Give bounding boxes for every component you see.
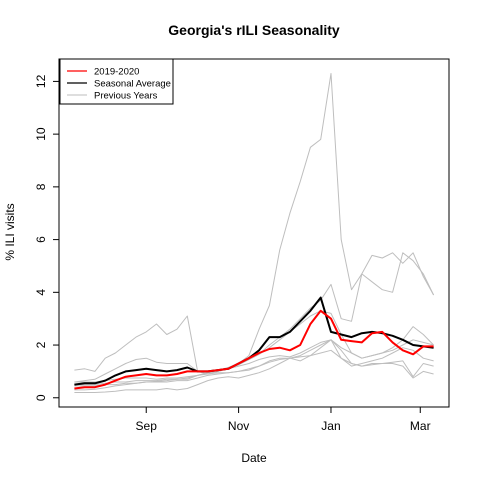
series-line-6 — [74, 339, 434, 393]
x-axis-label: Date — [241, 451, 267, 465]
legend-label-1: Seasonal Average — [94, 79, 171, 90]
x-tick-label-0: Sep — [136, 419, 158, 433]
series-line-3 — [74, 339, 434, 383]
plot-area — [74, 73, 435, 393]
legend-label-0: 2019-2020 — [94, 67, 139, 78]
x-tick-label-3: Mar — [410, 419, 431, 433]
y-axis: 0 2 4 6 8 10 12 — [34, 74, 59, 401]
x-axis: Sep Nov Jan Mar — [136, 407, 431, 433]
y-tick-label-1: 2 — [34, 341, 48, 348]
plot-frame — [58, 58, 450, 408]
x-tick-label-1: Nov — [228, 419, 249, 433]
y-tick-label-2: 4 — [34, 289, 48, 296]
legend-box — [59, 58, 174, 105]
x-tick-label-2: Jan — [321, 419, 340, 433]
y-tick-label-3: 6 — [34, 236, 48, 243]
y-axis-label: % ILI visits — [3, 203, 17, 260]
y-tick-label-6: 12 — [34, 74, 48, 88]
series-line-8 — [74, 309, 434, 390]
legend-label-2: Previous Years — [94, 91, 158, 102]
series-line-5 — [74, 349, 434, 387]
y-tick-label-5: 10 — [34, 127, 48, 141]
chart-title: Georgia's rILI Seasonality — [168, 22, 340, 38]
series-line-0 — [74, 73, 435, 375]
series-line-4 — [74, 339, 434, 386]
y-tick-label-0: 0 — [34, 394, 48, 401]
y-tick-label-4: 8 — [34, 183, 48, 190]
